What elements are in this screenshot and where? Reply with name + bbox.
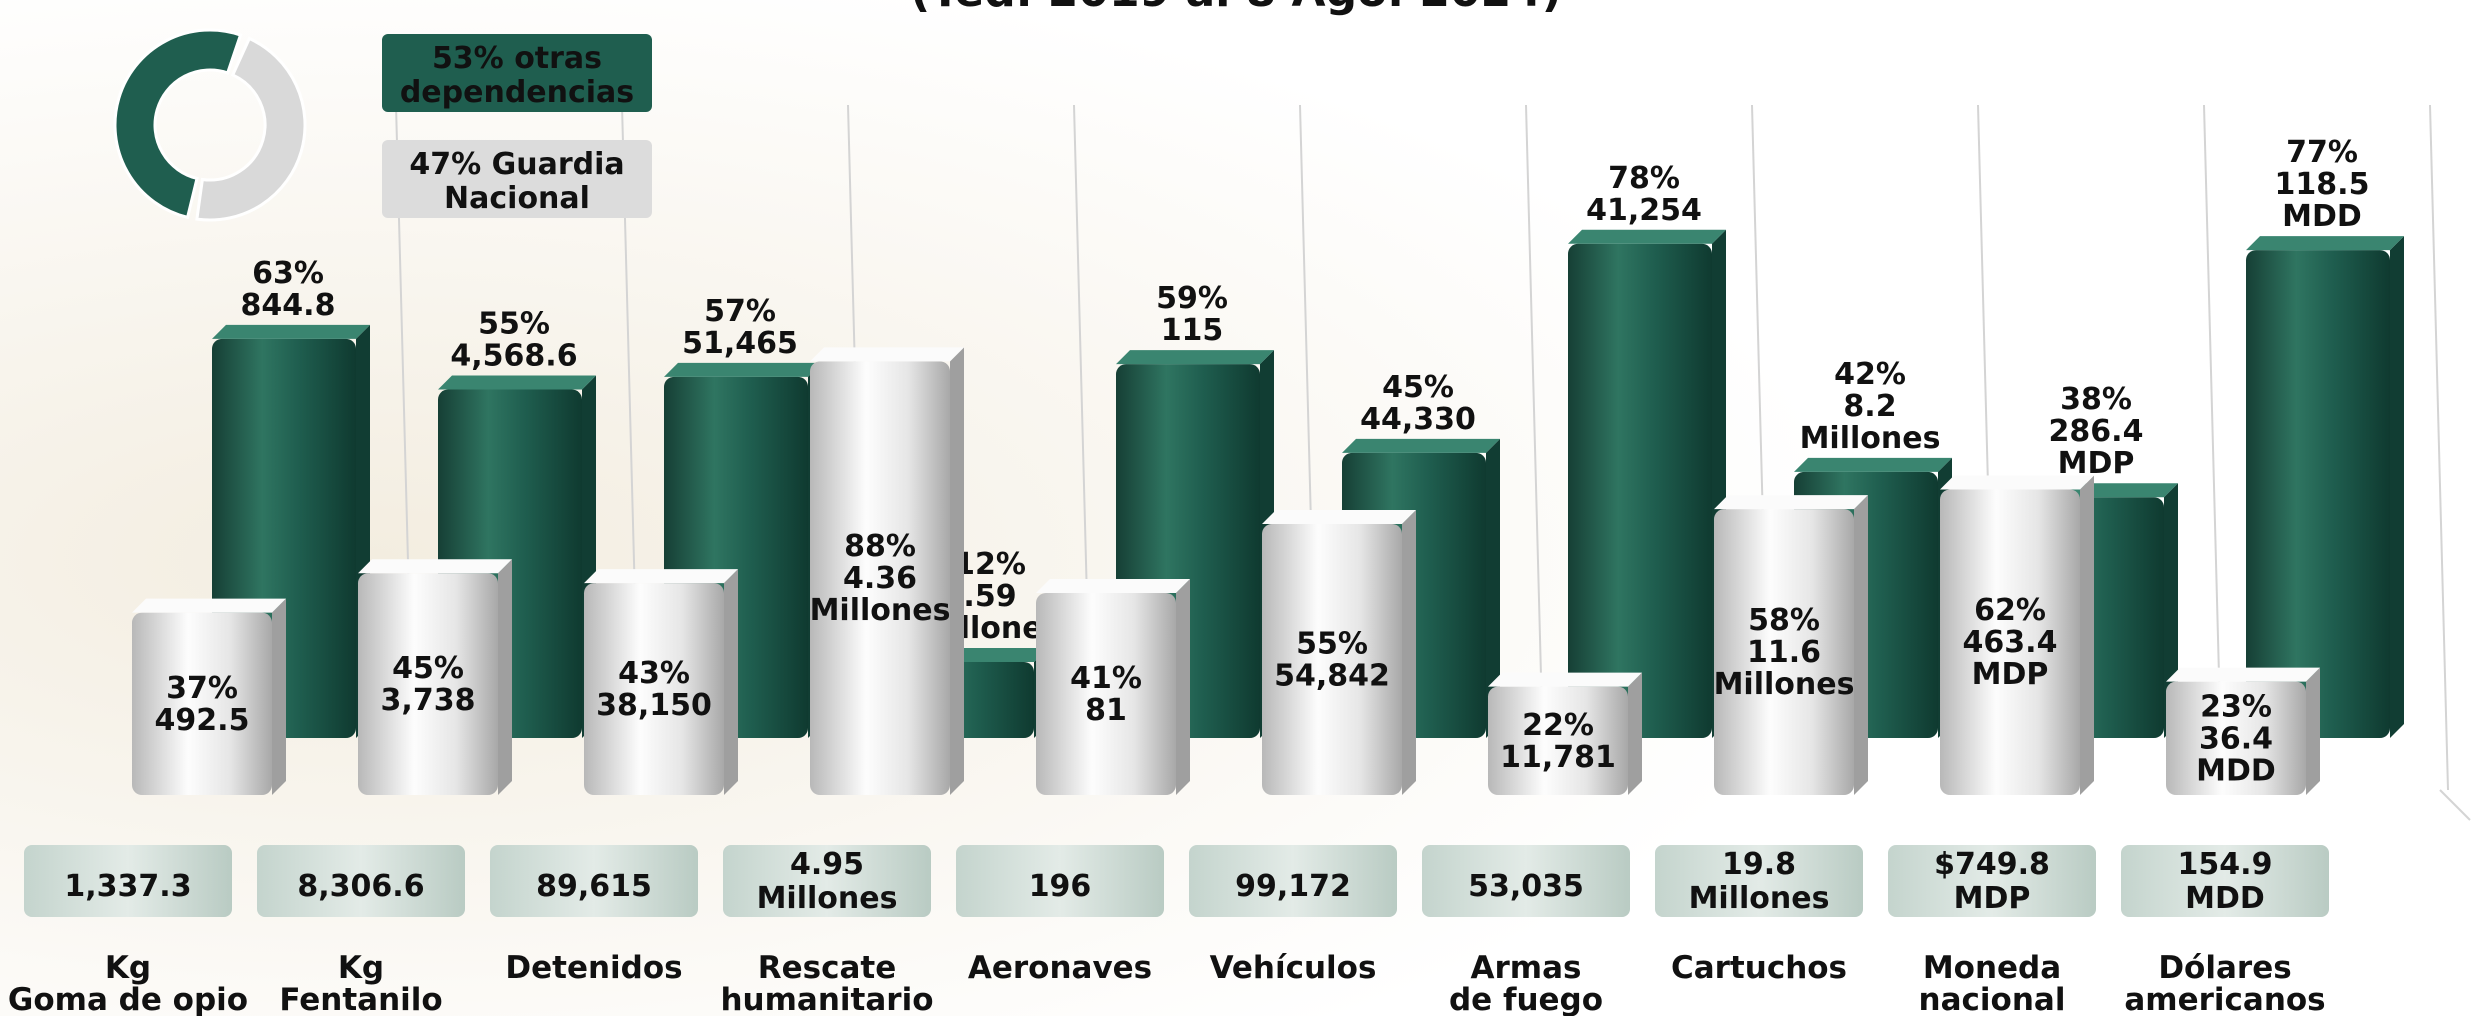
total-value: 99,172: [1235, 869, 1351, 904]
bars: 63% 844.8 37% 492.5 55% 4,568.6 45% 3,738 57% 51,…: [132, 135, 2404, 795]
bar-guardia: [1488, 672, 1642, 795]
bar-guardia: [132, 598, 286, 795]
label-otras: 38% 286.4 MDP: [2049, 382, 2144, 481]
total-box: [1422, 845, 1630, 917]
legend-gray-line2: Nacional: [444, 181, 590, 216]
total-value: 4.95 Millones: [757, 847, 898, 916]
label-guardia: 43% 38,150: [596, 656, 712, 723]
donut-slice-otras: [113, 28, 243, 220]
bar-otras: [1568, 229, 1726, 739]
total-value: 19.8 Millones: [1689, 847, 1830, 916]
total-box: [1888, 845, 2096, 917]
bar-guardia: [584, 569, 738, 795]
label-guardia: 41% 81: [1070, 661, 1142, 728]
label-guardia: 37% 492.5: [155, 671, 250, 738]
category-label: Aeronaves: [968, 950, 1152, 986]
donut-slice-guardia: [195, 36, 307, 222]
label-otras: 63% 844.8: [241, 256, 336, 323]
label-otras: 57% 51,465: [682, 294, 798, 361]
total-box: [24, 845, 232, 917]
label-otras: 78% 41,254: [1586, 161, 1702, 228]
bar-guardia: [2166, 667, 2320, 795]
bar-guardia: [1262, 509, 1416, 795]
total-box: [1655, 845, 1863, 917]
category-label: Detenidos: [505, 950, 682, 986]
total-box: [723, 845, 931, 917]
legend-green-line1: 53% otras: [432, 41, 602, 76]
label-guardia: 45% 3,738: [381, 651, 476, 718]
bar-guardia: [1940, 475, 2094, 795]
bar-guardia: [358, 559, 512, 795]
total-value: 196: [1029, 869, 1092, 904]
donut-icon: [113, 28, 307, 222]
total-value: 8,306.6: [297, 869, 424, 904]
label-otras: 55% 4,568.6: [450, 307, 577, 374]
total-value: 53,035: [1468, 869, 1584, 904]
label-guardia: 58% 11.6 Millones: [1714, 603, 1855, 702]
category-label: Rescate humanitario: [720, 950, 933, 1016]
total-box: [2121, 845, 2329, 917]
legend-green-box: [382, 34, 652, 112]
category-label: Vehículos: [1210, 950, 1377, 986]
category-label: Kg Goma de opio: [8, 950, 248, 1016]
label-otras: 77% 118.5 MDD: [2275, 135, 2370, 234]
category-label: Armas de fuego: [1449, 950, 1603, 1016]
total-value: 154.9 MDD: [2178, 847, 2273, 916]
legend: 53% otras dependencias 47% Guardia Nacio…: [113, 28, 652, 222]
category-label: Dólares americanos: [2124, 950, 2325, 1016]
total-value: 89,615: [536, 869, 652, 904]
label-otras: 59% 115: [1156, 281, 1228, 348]
label-guardia: 55% 54,842: [1274, 626, 1390, 693]
total-box: [490, 845, 698, 917]
category-label: Moneda nacional: [1919, 950, 2066, 1016]
label-guardia: 62% 463.4 MDP: [1963, 593, 2058, 692]
label-guardia: 88% 4.36 Millones: [810, 529, 951, 628]
label-guardia: 22% 11,781: [1500, 708, 1616, 775]
bar-guardia: [1036, 578, 1190, 795]
total-box: [1189, 845, 1397, 917]
totals-row: 1,337.3 8,306.6 89,615 4.95 Millones 196 99,17…: [24, 845, 2329, 917]
legend-gray-box: [382, 140, 652, 218]
legend-green-line2: dependencias: [400, 75, 634, 110]
total-value: 1,337.3: [64, 869, 191, 904]
total-box: [956, 845, 1164, 917]
gridline: [2439, 789, 2471, 821]
legend-gray-line1: 47% Guardia: [409, 147, 624, 182]
label-otras: 42% 8.2 Millones: [1800, 357, 1941, 456]
category-label: Kg Fentanilo: [279, 950, 442, 1016]
category-labels: Kg Goma de opio Kg Fentanilo Detenidos Rescat…: [8, 950, 2326, 1016]
bar-guardia: [1714, 495, 1868, 795]
gridline: [2429, 104, 2449, 791]
bar-otras: [2246, 236, 2404, 739]
chart-title-fragment: (Ted. 2019 al 8 Ago. 2024): [910, 0, 1562, 17]
total-value: $749.8 MDP: [1934, 847, 2050, 916]
total-box: [257, 845, 465, 917]
category-label: Cartuchos: [1671, 950, 1847, 986]
label-guardia: 23% 36.4 MDD: [2196, 689, 2276, 788]
bar-guardia: [810, 347, 964, 795]
label-otras: 45% 44,330: [1360, 370, 1476, 437]
